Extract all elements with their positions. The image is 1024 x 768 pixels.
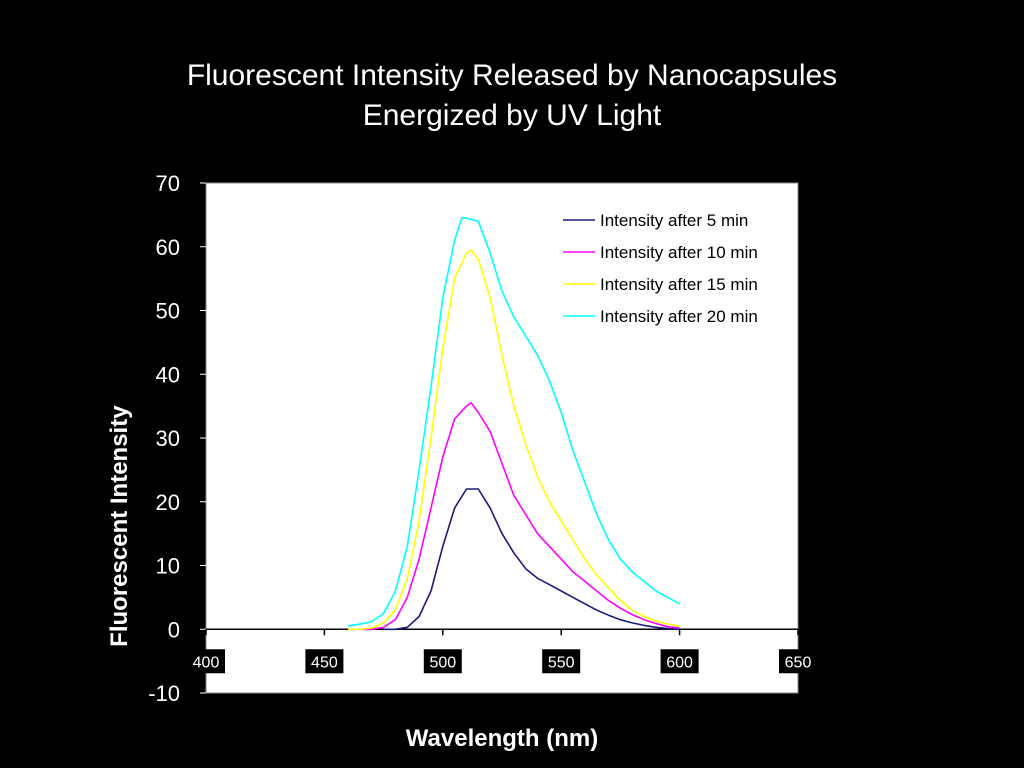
x-tick-label-bg	[660, 649, 699, 674]
x-tick-label-bg	[779, 649, 817, 674]
chart-title-line-2: Energized by UV Light	[362, 99, 662, 132]
y-axis-title: Fluorescent Intensity	[106, 405, 133, 647]
x-tick-label-bg	[423, 649, 462, 674]
y-tick-label: 60	[156, 235, 180, 260]
chart-title-line-1: Fluorescent Intensity Released by Nanoca…	[186, 59, 838, 92]
chart-title: Fluorescent Intensity Released by Nanoca…	[0, 56, 1024, 136]
y-tick-label: 50	[156, 299, 180, 324]
legend-label: Intensity after 5 min	[600, 211, 748, 230]
x-tick-label-bg	[542, 649, 581, 674]
x-tick-label: 450	[311, 654, 338, 671]
series-line-4	[347, 217, 680, 627]
x-axis-ticks: 400 450 500 550 600 650	[187, 629, 817, 674]
x-tick-label: 600	[666, 654, 693, 671]
x-tick-label: 500	[429, 654, 456, 671]
y-tick-label: 0	[168, 617, 180, 642]
legend: Intensity after 5 min Intensity after 10 …	[563, 211, 758, 326]
y-tick-label: 70	[156, 171, 180, 196]
y-tick-label: 40	[156, 362, 180, 387]
series-lines	[347, 217, 680, 631]
x-axis-title: Wavelength (nm)	[406, 725, 598, 752]
x-tick-label-bg	[187, 649, 225, 674]
y-tick-label: 10	[156, 554, 180, 579]
series-line-3	[348, 249, 680, 631]
x-tick-label: 650	[785, 654, 812, 671]
x-tick-label: 400	[193, 654, 220, 671]
legend-label: Intensity after 20 min	[600, 307, 758, 326]
y-axis-ticks: -10 0 10 20 30 40 50 60 70	[148, 171, 206, 706]
x-tick-label: 550	[548, 654, 575, 671]
y-tick-label: 20	[156, 490, 180, 515]
plot-area	[205, 182, 799, 694]
y-tick-label: 30	[156, 426, 180, 451]
series-line-1	[383, 488, 680, 631]
x-tick-label-bg	[305, 649, 344, 674]
y-tick-label: -10	[148, 681, 180, 706]
series-line-2	[359, 402, 680, 631]
legend-label: Intensity after 15 min	[600, 275, 758, 294]
legend-label: Intensity after 10 min	[600, 243, 758, 262]
